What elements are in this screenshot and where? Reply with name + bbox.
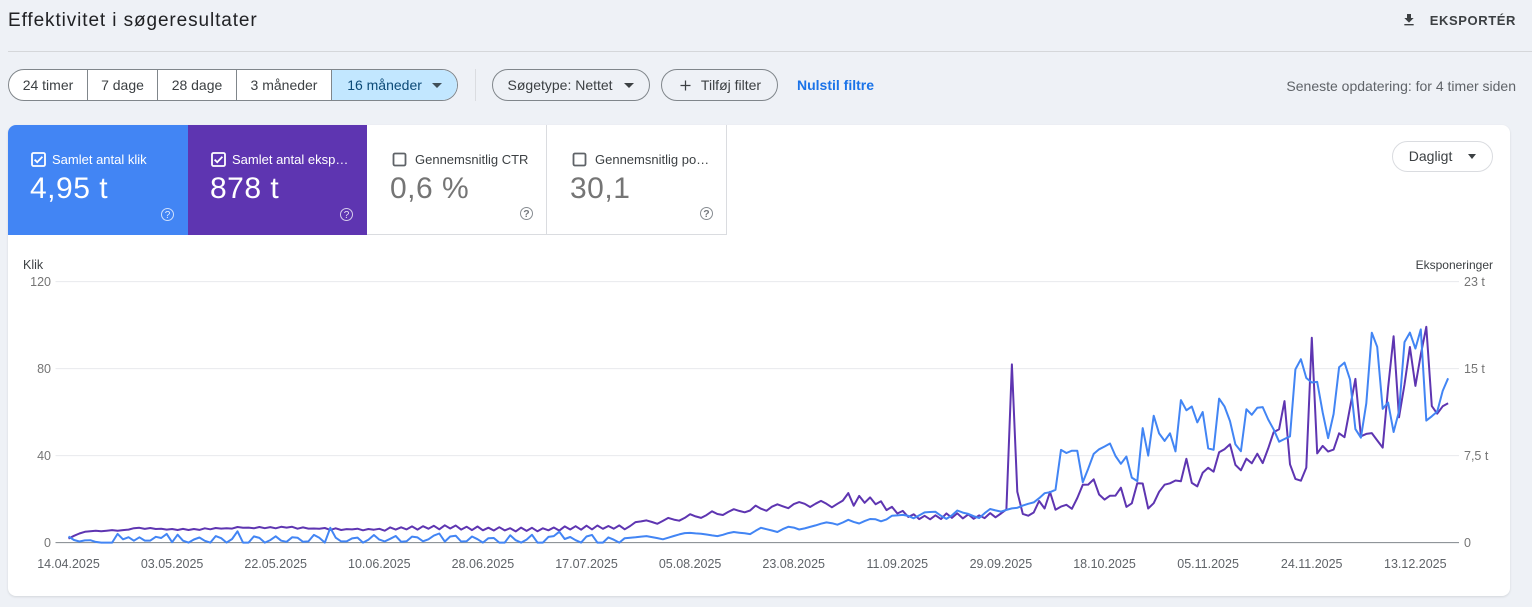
svg-text:15 t: 15 t bbox=[1464, 362, 1485, 376]
svg-text:23.08.2025: 23.08.2025 bbox=[762, 557, 825, 571]
svg-text:18.10.2025: 18.10.2025 bbox=[1073, 557, 1136, 571]
svg-text:10.06.2025: 10.06.2025 bbox=[348, 557, 411, 571]
svg-text:13.12.2025: 13.12.2025 bbox=[1384, 557, 1447, 571]
svg-text:05.11.2025: 05.11.2025 bbox=[1177, 557, 1239, 571]
svg-text:05.08.2025: 05.08.2025 bbox=[659, 557, 722, 571]
svg-text:14.04.2025: 14.04.2025 bbox=[37, 557, 100, 571]
svg-text:80: 80 bbox=[37, 362, 51, 376]
svg-text:0: 0 bbox=[44, 536, 51, 550]
svg-text:40: 40 bbox=[37, 449, 51, 463]
svg-text:Eksponeringer: Eksponeringer bbox=[1416, 258, 1493, 272]
svg-text:17.07.2025: 17.07.2025 bbox=[555, 557, 618, 571]
svg-text:22.05.2025: 22.05.2025 bbox=[244, 557, 307, 571]
svg-text:29.09.2025: 29.09.2025 bbox=[970, 557, 1033, 571]
svg-text:7,5 t: 7,5 t bbox=[1464, 449, 1489, 463]
svg-text:120: 120 bbox=[30, 275, 51, 289]
svg-text:24.11.2025: 24.11.2025 bbox=[1281, 557, 1343, 571]
svg-text:11.09.2025: 11.09.2025 bbox=[866, 557, 928, 571]
svg-text:28.06.2025: 28.06.2025 bbox=[452, 557, 515, 571]
svg-text:0: 0 bbox=[1464, 536, 1471, 550]
svg-text:23 t: 23 t bbox=[1464, 275, 1485, 289]
svg-text:Klik: Klik bbox=[23, 258, 44, 272]
svg-text:03.05.2025: 03.05.2025 bbox=[141, 557, 204, 571]
